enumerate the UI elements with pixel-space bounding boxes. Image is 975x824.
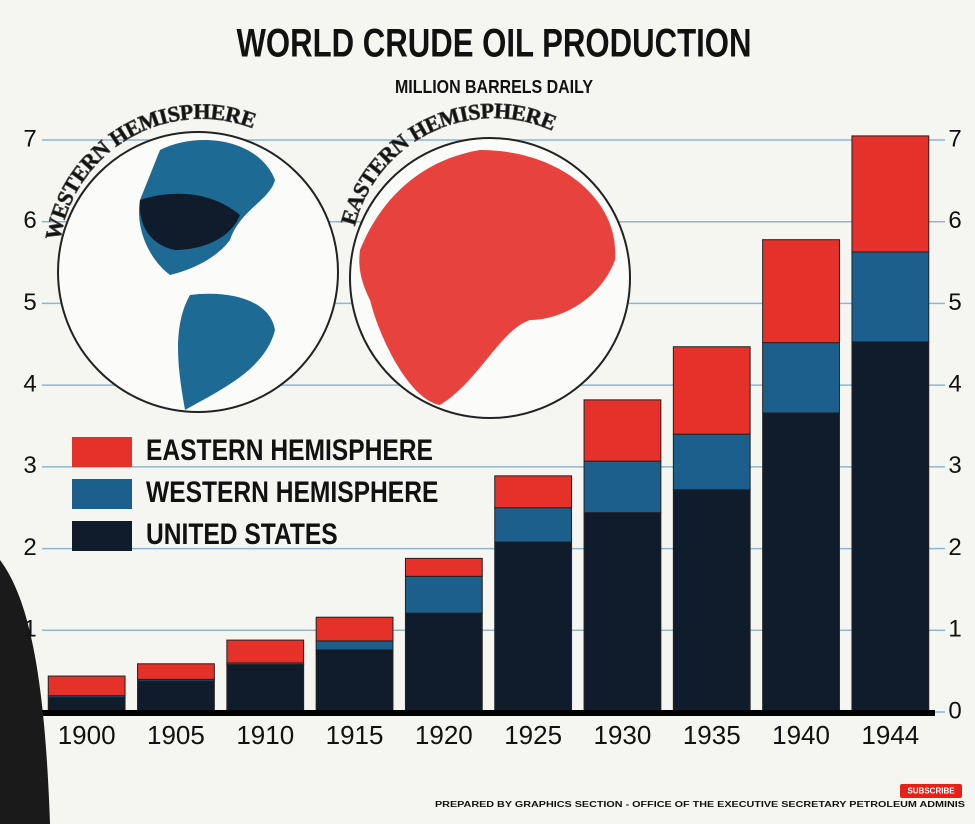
y2-tick-label: 7: [948, 125, 961, 152]
bar-segment: [137, 663, 215, 680]
chart-title: WORLD CRUDE OIL PRODUCTION: [237, 22, 752, 66]
presenter: [0, 560, 50, 824]
bar-segment: [672, 433, 751, 491]
bar-segment: [851, 341, 930, 713]
y2-tick-label: 3: [948, 452, 961, 479]
legend-swatch: [72, 479, 132, 509]
y-tick-label: 6: [23, 207, 36, 234]
y-tick-label: 7: [23, 125, 36, 152]
footer: PREPARED BY GRAPHICS SECTION - OFFICE OF…: [435, 800, 966, 809]
bar-segment: [47, 675, 126, 697]
y-tick-label: 3: [23, 452, 36, 479]
bar-segment: [583, 512, 662, 713]
y2-tick-label: 1: [948, 616, 961, 643]
legend-label: EASTERN HEMISPHERE: [146, 433, 433, 467]
y-tick-label: 2: [23, 534, 36, 561]
bar-segment: [404, 575, 483, 614]
bar-segment: [315, 649, 394, 713]
x-tick-label: 1920: [415, 720, 473, 750]
x-tick-label: 1940: [772, 720, 830, 750]
eurasia-africa: [359, 150, 616, 405]
x-tick-label: 1930: [594, 720, 652, 750]
legend-swatch: [72, 521, 132, 551]
bar-segment: [762, 412, 840, 713]
bar-segment: [762, 239, 840, 344]
y2-tick-label: 4: [948, 370, 961, 397]
bar-segment: [137, 680, 215, 713]
y2-tick-label: 5: [948, 289, 961, 316]
bars: [47, 135, 930, 713]
bar-segment: [762, 342, 840, 414]
x-tick-label: 1935: [683, 720, 741, 750]
chart-subtitle: MILLION BARRELS DAILY: [395, 77, 593, 97]
bar-segment: [404, 557, 483, 577]
x-tick-label: 1910: [236, 720, 294, 750]
y-tick-label: 5: [23, 289, 36, 316]
bar-segment: [672, 489, 751, 713]
legend-swatch: [72, 437, 132, 467]
bar-segment: [494, 475, 573, 509]
y-tick-label: 1: [23, 616, 36, 643]
x-tick-label: 1944: [861, 720, 919, 750]
x-tick-label: 1905: [147, 720, 205, 750]
bar-segment: [583, 460, 662, 514]
bar-segment: [851, 135, 930, 253]
bar-segment: [315, 640, 394, 651]
subscribe-label[interactable]: SUBSCRIBE: [907, 787, 955, 796]
x-tick-label: 1925: [504, 720, 562, 750]
y2-tick-label: 0: [948, 697, 961, 724]
bar-segment: [672, 346, 751, 435]
x-tick-label: 1900: [58, 720, 116, 750]
bar-segment: [226, 639, 305, 664]
bar-segment: [47, 696, 126, 713]
bar-segment: [851, 251, 930, 343]
legend-label: UNITED STATES: [146, 517, 338, 551]
bar-segment: [404, 612, 483, 713]
y-tick-label: 4: [23, 370, 36, 397]
bar-segment: [494, 541, 573, 713]
bar-segment: [494, 507, 573, 543]
x-tick-label: 1915: [326, 720, 384, 750]
legend-label: WESTERN HEMISPHERE: [146, 475, 438, 509]
bar-segment: [226, 664, 305, 713]
usa: [139, 193, 240, 250]
subscribe-button[interactable]: [900, 784, 962, 798]
y2-tick-label: 6: [948, 207, 961, 234]
y2-tick-label: 2: [948, 534, 961, 561]
bar-segment: [315, 616, 394, 642]
bar-segment: [583, 399, 662, 462]
